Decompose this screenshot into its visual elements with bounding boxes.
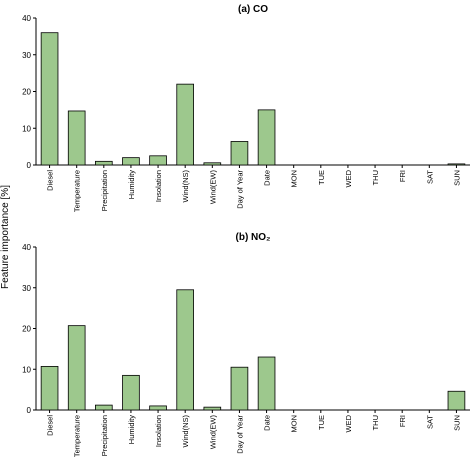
x-tick-label: Humidity — [127, 170, 136, 199]
x-tick-label: Temperature — [73, 170, 82, 212]
x-tick-label: Precipitation — [100, 415, 109, 456]
x-tick-label: MON — [290, 415, 299, 433]
x-tick-label: Precipitation — [100, 170, 109, 211]
y-tick-label: 0 — [27, 161, 32, 170]
bar-wind-ns- — [176, 83, 194, 166]
y-axis-label: Feature importance [%] — [0, 185, 11, 289]
bar-wind-ew- — [203, 406, 222, 411]
bar-humidity — [122, 157, 140, 166]
x-tick-label: Temperature — [73, 415, 82, 457]
bar-diesel — [40, 32, 59, 166]
panel-no2: (b) NO₂ 0 10 20 30 40 Diesel Temperature Precip… — [22, 232, 470, 457]
x-tick-label: SUN — [452, 170, 461, 186]
x-tick-label: Day of Year — [235, 170, 244, 209]
x-tick-label: TUE — [317, 170, 326, 185]
x-tick-label: Wind(EW) — [208, 170, 217, 205]
y-tick-label: 20 — [22, 88, 31, 97]
bar-date — [257, 356, 276, 411]
x-tick-label: SAT — [425, 415, 434, 429]
y-tick-label: 30 — [22, 284, 31, 293]
x-tick-label: Day of Year — [235, 415, 244, 454]
x-tick-label: Date — [263, 415, 272, 431]
x-tick-label: Insolation — [154, 170, 163, 202]
y-tick-label: 10 — [22, 124, 31, 133]
x-tick-label: SUN — [452, 415, 461, 431]
bar-precipitation — [95, 160, 113, 166]
x-tick-label: Wind(EW) — [208, 415, 217, 450]
x-tick-label: Insolation — [154, 415, 163, 447]
bar-diesel — [40, 365, 59, 411]
x-tick-label: THU — [371, 415, 380, 430]
bar-humidity — [122, 374, 140, 411]
x-tick-label: Date — [263, 170, 272, 186]
bar-insolation — [149, 155, 167, 166]
x-tick-label: THU — [371, 170, 380, 185]
bar-day-of-year — [230, 366, 249, 411]
x-tick-label: Diesel — [46, 170, 55, 191]
bar-temperature — [67, 110, 86, 166]
panel-co: (a) CO 0 10 20 30 40 Diesel Temperature Precipi… — [22, 4, 470, 212]
x-tick-label: WED — [344, 414, 353, 432]
panel-title-no2: (b) NO₂ — [236, 232, 271, 243]
x-tick-label: Humidity — [127, 415, 136, 444]
bar-wind-ew- — [203, 162, 222, 166]
panel-title-co: (a) CO — [238, 4, 268, 15]
bar-precipitation — [95, 404, 113, 411]
y-tick-label: 30 — [22, 51, 31, 60]
bar-sun — [447, 390, 466, 411]
x-tick-label: WED — [344, 169, 353, 187]
y-tick-label: 0 — [27, 406, 32, 415]
x-tick-label: TUE — [317, 415, 326, 430]
bar-wind-ns- — [176, 289, 194, 411]
bar-temperature — [67, 325, 86, 411]
x-tick-label: Wind(NS) — [181, 415, 190, 448]
bar-sun — [447, 163, 466, 166]
y-tick-label: 40 — [22, 243, 31, 252]
x-tick-label: Diesel — [46, 415, 55, 436]
bar-day-of-year — [230, 141, 249, 166]
x-tick-label: FRI — [398, 415, 407, 427]
x-tick-label: Wind(NS) — [181, 170, 190, 203]
x-tick-label: SAT — [425, 170, 434, 184]
x-tick-label: MON — [290, 170, 299, 188]
x-tick-label: FRI — [398, 170, 407, 182]
y-tick-label: 10 — [22, 365, 31, 374]
bar-insolation — [149, 405, 167, 411]
y-tick-label: 40 — [22, 14, 31, 23]
bar-date — [257, 109, 276, 166]
y-tick-label: 20 — [22, 325, 31, 334]
